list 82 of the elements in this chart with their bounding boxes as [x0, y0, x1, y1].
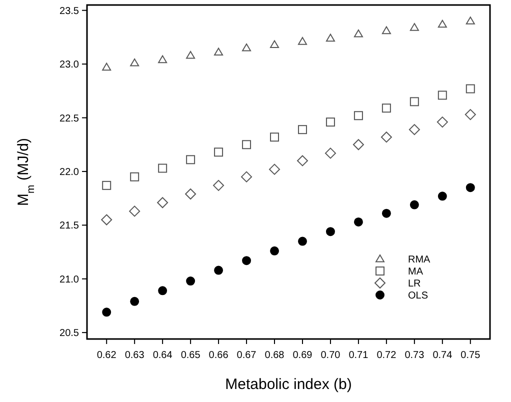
point — [186, 50, 196, 59]
y-tick-label: 20.5 — [60, 328, 80, 340]
point — [382, 208, 391, 218]
point — [158, 55, 168, 64]
point — [269, 164, 280, 175]
x-tick-label: 0.71 — [348, 350, 369, 361]
point — [241, 171, 252, 182]
point — [130, 172, 140, 182]
point — [242, 256, 252, 266]
point — [157, 197, 168, 208]
point — [158, 286, 168, 296]
x-tick-label: 0.63 — [124, 350, 145, 361]
point — [213, 180, 224, 191]
x-tick-label: 0.73 — [404, 350, 425, 361]
point — [382, 26, 391, 34]
point — [130, 58, 140, 66]
x-tick-label: 0.68 — [264, 350, 285, 361]
x-tick-label: 0.72 — [376, 350, 397, 361]
point — [270, 40, 280, 48]
x-tick-label: 0.65 — [180, 350, 201, 361]
point — [296, 155, 308, 166]
point — [101, 214, 112, 226]
y-tick-label: 23.0 — [60, 60, 80, 71]
point — [185, 188, 196, 200]
point — [130, 296, 140, 306]
point — [466, 16, 475, 24]
x-tick-label: 0.67 — [236, 350, 257, 361]
point — [298, 37, 307, 45]
point — [436, 116, 448, 128]
point — [352, 139, 364, 150]
legend-label: MA — [408, 266, 424, 278]
x-tick-label: 0.75 — [460, 350, 481, 361]
point — [242, 140, 252, 150]
point — [464, 109, 476, 120]
x-tick-label: 0.69 — [292, 350, 313, 361]
point — [270, 132, 280, 142]
point — [354, 217, 363, 226]
x-tick-label: 0.64 — [152, 350, 173, 361]
point — [298, 125, 307, 134]
point — [270, 246, 280, 256]
y-tick-label: 23.5 — [60, 6, 80, 17]
y-tick-label: 22.0 — [60, 166, 80, 178]
point — [214, 48, 224, 56]
point — [438, 20, 447, 28]
point — [438, 192, 447, 201]
legend-label: RMA — [408, 254, 431, 266]
x-tick-label: 0.74 — [432, 350, 453, 361]
point — [438, 90, 447, 100]
point — [380, 132, 392, 143]
point — [129, 206, 140, 217]
point — [354, 111, 363, 120]
point — [186, 276, 196, 286]
legend-label: LR — [408, 278, 421, 290]
y-tick-label: 22.5 — [60, 113, 80, 124]
point — [326, 118, 335, 127]
point — [410, 23, 419, 31]
point — [326, 227, 335, 236]
x-tick-label: 0.70 — [320, 350, 341, 361]
point — [324, 148, 336, 159]
y-tick-label: 21.5 — [60, 220, 80, 232]
point — [186, 155, 196, 164]
point — [242, 43, 252, 52]
y-tick-label: 21.0 — [60, 274, 80, 286]
point — [214, 266, 224, 275]
point — [410, 200, 419, 210]
point — [158, 164, 168, 173]
point — [102, 62, 112, 71]
x-tick-label: 0.66 — [208, 350, 229, 361]
legend-label: OLS — [408, 290, 428, 302]
x-axis-title: Metabolic index (b) — [225, 376, 352, 393]
point — [382, 104, 391, 113]
point — [408, 124, 420, 136]
point — [102, 308, 112, 317]
point — [102, 180, 112, 190]
point — [410, 97, 419, 106]
point — [466, 84, 475, 94]
point — [326, 34, 335, 42]
point — [466, 183, 475, 192]
point — [298, 236, 307, 246]
point — [354, 29, 363, 38]
x-tick-label: 0.62 — [96, 350, 117, 361]
point — [214, 148, 224, 157]
